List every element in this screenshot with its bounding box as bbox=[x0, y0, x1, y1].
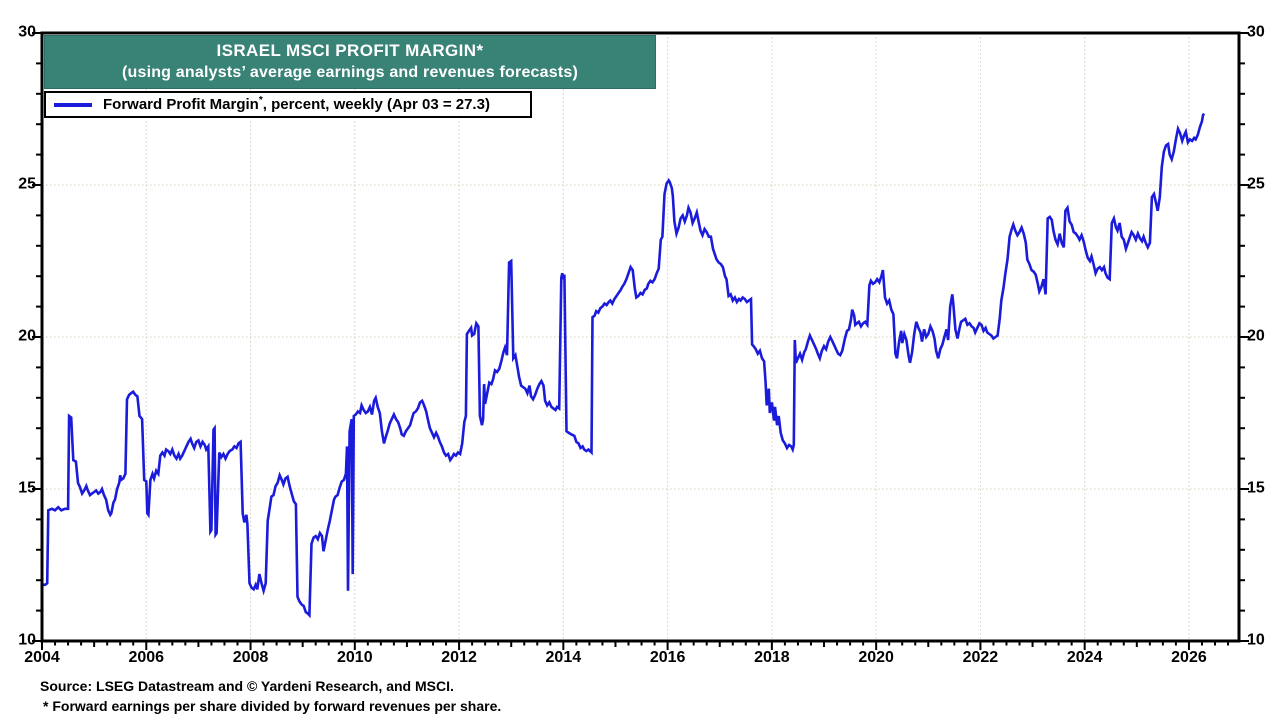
legend-label-asterisk: * bbox=[258, 95, 263, 106]
chart-title: ISRAEL MSCI PROFIT MARGIN* bbox=[216, 41, 484, 60]
x-axis-label-2024: 2024 bbox=[1066, 649, 1103, 666]
y-axis-label-right-25: 25 bbox=[1247, 175, 1265, 193]
footnote: * Forward earnings per share divided by … bbox=[43, 698, 502, 714]
gridlines bbox=[42, 33, 1239, 641]
legend: Forward Profit Margin*, percent, weekly … bbox=[44, 91, 532, 118]
y-axis-label-left-30: 30 bbox=[18, 23, 36, 41]
x-axis-label-2018: 2018 bbox=[754, 649, 790, 666]
x-axis-label-2012: 2012 bbox=[441, 649, 477, 666]
chart-title-box: ISRAEL MSCI PROFIT MARGIN* (using analys… bbox=[44, 35, 656, 89]
y-axis-label-left-25: 25 bbox=[18, 175, 36, 193]
x-axis-label-2010: 2010 bbox=[337, 649, 373, 666]
legend-label-main: Forward Profit Margin bbox=[103, 96, 259, 113]
plot-frame bbox=[40, 31, 1241, 643]
legend-line-swatch bbox=[54, 102, 92, 107]
legend-label: Forward Profit Margin*, percent, weekly … bbox=[103, 95, 490, 114]
x-axis-label-2008: 2008 bbox=[232, 649, 269, 666]
profit-margin-line bbox=[42, 112, 1206, 619]
x-axis-label-2006: 2006 bbox=[128, 649, 165, 666]
source-note: Source: LSEG Datastream and © Yardeni Re… bbox=[40, 678, 454, 694]
y-axis-label-left-15: 15 bbox=[18, 479, 36, 497]
y-axis-label-left-20: 20 bbox=[18, 327, 36, 345]
y-axis-label-right-15: 15 bbox=[1247, 479, 1265, 497]
x-axis-label-2004: 2004 bbox=[24, 649, 60, 666]
x-axis-label-2026: 2026 bbox=[1171, 649, 1207, 666]
x-axis-label-2014: 2014 bbox=[545, 649, 582, 666]
legend-label-detail: , percent, weekly (Apr 03 = 27.3) bbox=[262, 96, 490, 113]
axis-ticks bbox=[32, 32, 1249, 650]
y-axis-label-left-10: 10 bbox=[18, 631, 36, 649]
x-axis-label-2022: 2022 bbox=[962, 649, 999, 666]
x-axis-label-2016: 2016 bbox=[649, 649, 686, 666]
x-axis-label-2020: 2020 bbox=[858, 649, 894, 666]
y-axis-label-right-20: 20 bbox=[1247, 327, 1265, 345]
y-axis-label-right-10: 10 bbox=[1247, 631, 1265, 649]
y-axis-label-right-30: 30 bbox=[1247, 23, 1265, 41]
chart-subtitle: (using analysts’ average earnings and re… bbox=[121, 64, 579, 81]
